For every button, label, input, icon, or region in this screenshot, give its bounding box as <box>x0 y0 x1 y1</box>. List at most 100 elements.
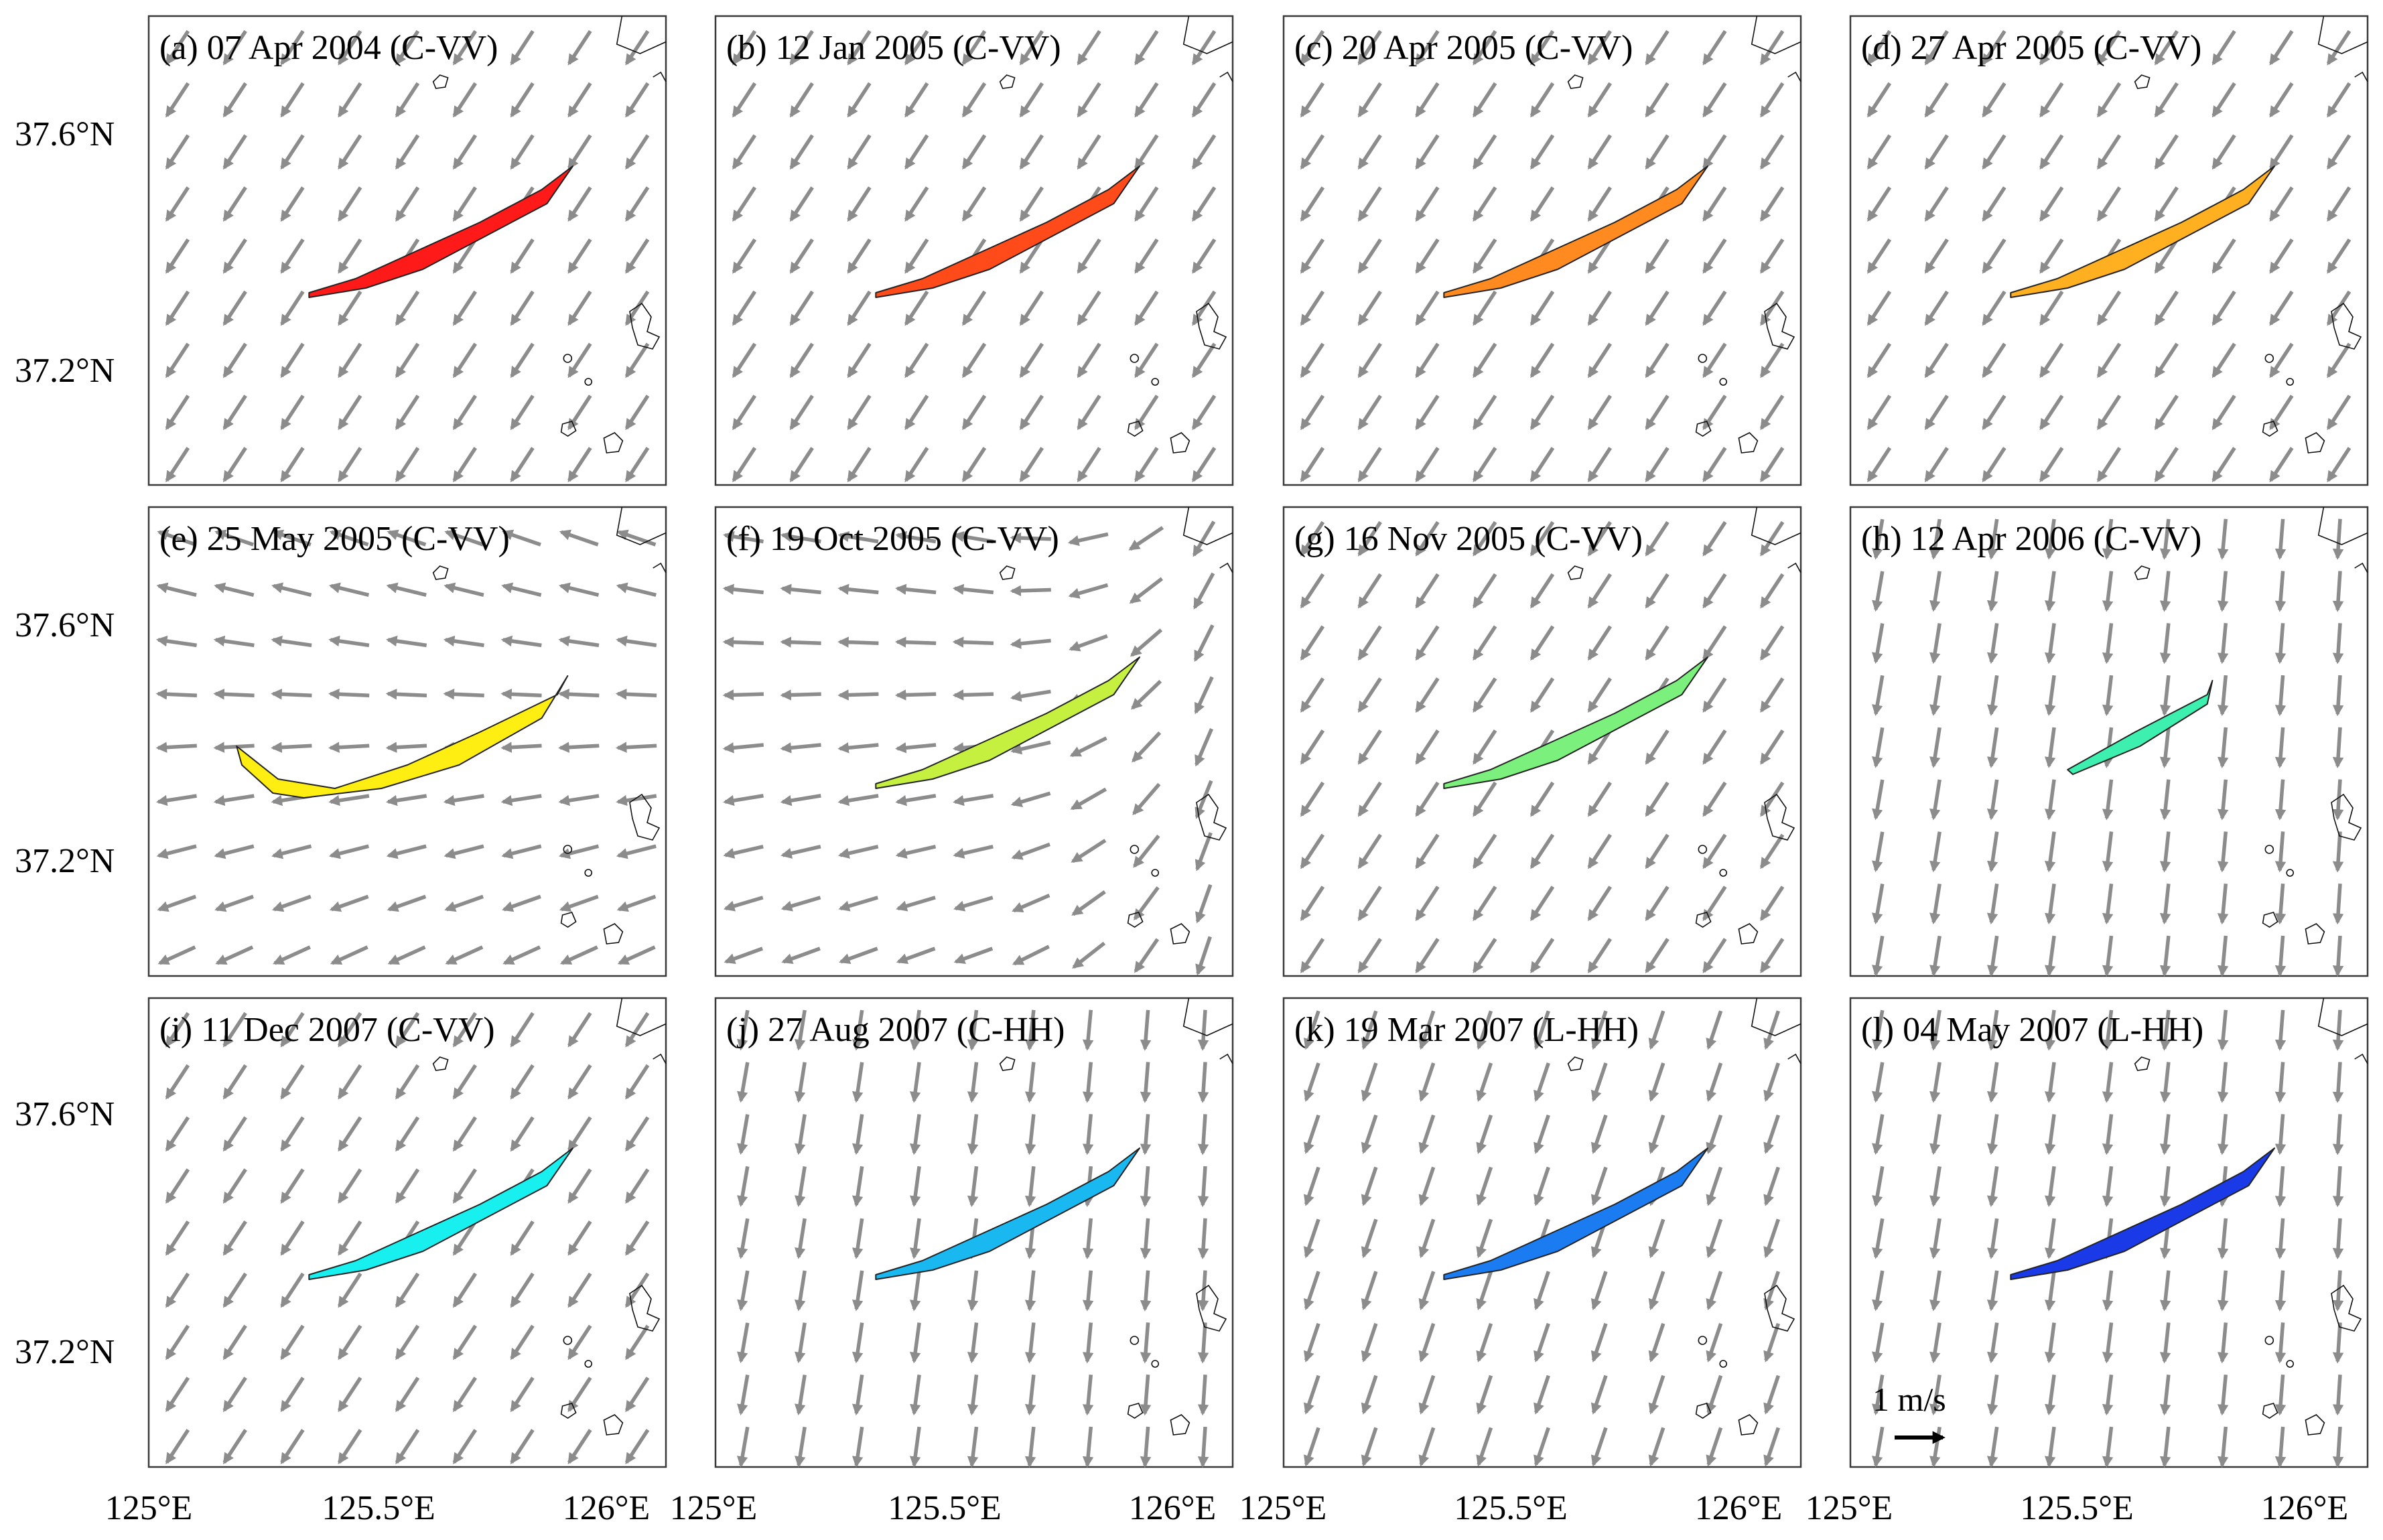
wind-arrow <box>1534 1114 1550 1154</box>
wind-arrow <box>1140 1166 1152 1208</box>
wind-arrow <box>2044 1426 2056 1468</box>
coastline <box>432 15 667 453</box>
wind-arrow <box>567 1116 592 1152</box>
wind-arrow <box>1472 677 1497 713</box>
wind-arrow <box>624 290 650 326</box>
wind-arrow <box>214 844 255 859</box>
wind-arrow <box>780 583 821 596</box>
wind-arrow <box>280 238 305 274</box>
wind-arrow <box>1587 186 1613 222</box>
axes-layer: 37.6°N 37.2°N 37.6°N 37.2°N 37.6°N 37.2°… <box>15 115 2348 1527</box>
wind-arrow <box>723 845 764 859</box>
wind-arrow <box>789 447 814 482</box>
wind-arrow <box>271 582 312 597</box>
wind-arrow <box>624 1220 650 1256</box>
wind-arrow <box>2159 1375 2171 1416</box>
wind-arrow <box>338 134 362 170</box>
wind-arrow <box>2159 1062 2171 1103</box>
wind-arrow <box>444 894 484 912</box>
wind-arrow <box>1197 1114 1209 1156</box>
wind-arrow <box>2332 1218 2344 1259</box>
wind-arrow <box>165 342 190 378</box>
wind-arrow <box>1415 238 1440 274</box>
wind-arrow <box>2274 1114 2287 1156</box>
wind-arrow <box>1759 134 1785 170</box>
wind-arrow <box>1590 1010 1608 1050</box>
wind-arrow <box>1763 1427 1781 1467</box>
wind-arrow <box>1191 238 1217 274</box>
wind-arrow <box>1357 520 1382 557</box>
wind-arrow <box>2217 1426 2229 1468</box>
wind-arrow <box>722 742 764 754</box>
wind-arrow <box>795 1375 807 1415</box>
wind-arrow <box>1702 82 1727 118</box>
coast-peninsula-outline <box>1182 997 1233 1036</box>
wind-arrow <box>1134 447 1159 482</box>
wind-arrow <box>780 742 821 754</box>
wind-arrow <box>624 1324 650 1360</box>
wind-arrow <box>1929 1218 1942 1259</box>
wind-arrow <box>567 1429 592 1464</box>
wind-arrow <box>1759 395 1785 431</box>
wind-arrow <box>502 945 541 965</box>
wind-arrow <box>1197 1218 1209 1259</box>
wind-arrow <box>395 1168 420 1204</box>
wind-arrow <box>222 186 247 222</box>
panel-title: (a) 07 Apr 2004 (C-VV) <box>159 29 498 67</box>
wind-arrow <box>280 1429 305 1464</box>
wind-arrow <box>395 29 420 66</box>
wind-arrow <box>1069 634 1108 652</box>
wind-arrow <box>452 134 477 170</box>
wind-arrow <box>1929 831 1942 873</box>
wind-arrow <box>2211 290 2236 326</box>
wind-arrow <box>952 583 994 596</box>
wind-arrow <box>395 1324 420 1360</box>
island-outline <box>999 1056 1016 1071</box>
wind-arrow <box>2274 779 2287 821</box>
wind-arrow <box>2159 1114 2171 1156</box>
wind-vector-field <box>1866 29 2352 482</box>
wind-arrow <box>1534 1375 1550 1415</box>
wind-arrow <box>395 1011 420 1048</box>
wind-arrow <box>1529 938 1555 973</box>
wind-arrow <box>1986 779 1999 821</box>
wind-arrow <box>2274 1218 2287 1259</box>
wind-arrow <box>1197 1166 1209 1208</box>
wind-arrow <box>567 82 592 118</box>
wind-arrow <box>1019 290 1044 326</box>
wind-arrow <box>1929 675 1942 716</box>
wind-arrow <box>1702 573 1727 609</box>
wind-arrow <box>2332 1270 2344 1312</box>
wind-arrow <box>165 186 190 222</box>
wind-arrow <box>967 1270 979 1312</box>
wind-arrow <box>1929 935 1942 977</box>
wind-arrow <box>1024 1114 1036 1156</box>
coast-peninsula-outline <box>1751 997 1801 1036</box>
wind-arrow <box>2039 290 2064 326</box>
wind-arrow <box>789 134 814 170</box>
wind-arrow <box>156 844 197 859</box>
wind-arrow <box>222 447 247 482</box>
wind-arrow <box>780 845 821 859</box>
wind-arrow <box>1473 29 1497 66</box>
wind-arrow <box>1872 935 1885 977</box>
wind-arrow <box>1418 1323 1436 1362</box>
wind-arrow <box>386 582 427 597</box>
panel-frame <box>147 997 667 1468</box>
wind-arrow <box>1303 1375 1320 1415</box>
wind-arrow <box>2211 134 2236 170</box>
wind-arrow <box>328 844 369 859</box>
wind-arrow <box>2217 1374 2229 1416</box>
wind-arrow <box>723 531 764 544</box>
island-outline <box>2305 1414 2325 1436</box>
wind-arrow <box>1415 625 1440 661</box>
wind-arrow <box>1645 886 1670 922</box>
wind-arrow <box>1195 936 1212 976</box>
island-outline <box>603 923 624 944</box>
wind-arrow <box>165 447 190 482</box>
wind-arrow <box>500 689 542 700</box>
island-outline <box>1170 1414 1190 1436</box>
wind-arrow <box>1077 134 1101 170</box>
wind-arrow <box>280 186 305 222</box>
wind-arrow <box>847 342 872 378</box>
